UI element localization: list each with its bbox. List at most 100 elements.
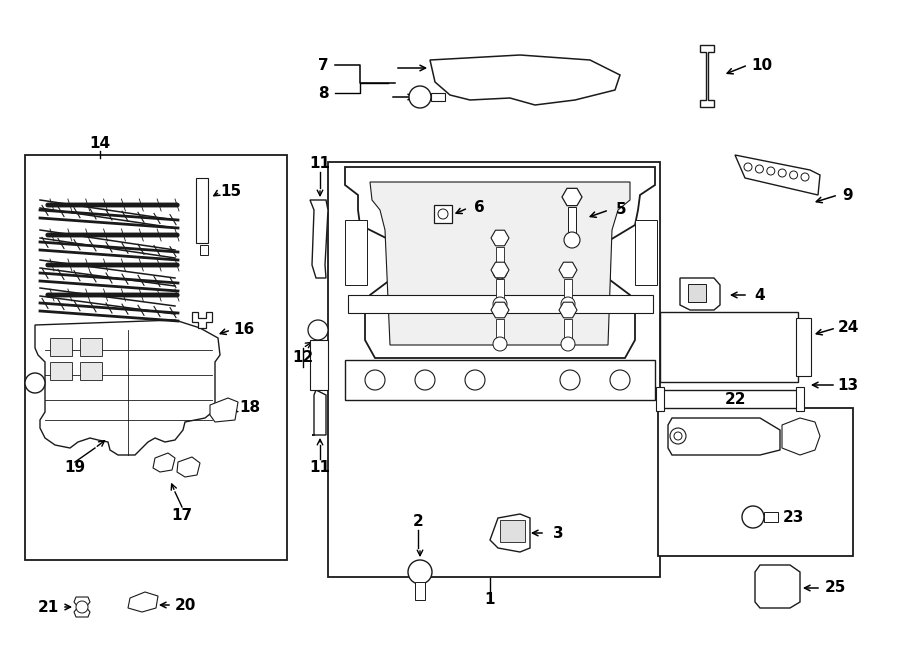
Polygon shape xyxy=(700,45,714,107)
Bar xyxy=(568,207,576,237)
Circle shape xyxy=(744,163,752,171)
Circle shape xyxy=(670,428,686,444)
Polygon shape xyxy=(491,230,509,246)
Bar xyxy=(25,155,287,560)
Circle shape xyxy=(493,265,507,279)
Text: 10: 10 xyxy=(752,58,772,73)
Text: 24: 24 xyxy=(837,320,859,336)
Bar xyxy=(80,362,102,380)
Bar xyxy=(348,295,653,313)
Polygon shape xyxy=(370,182,630,345)
Circle shape xyxy=(560,370,580,390)
Polygon shape xyxy=(128,592,158,612)
Text: 13: 13 xyxy=(837,377,859,393)
Circle shape xyxy=(767,167,775,175)
Circle shape xyxy=(755,165,763,173)
Text: 7: 7 xyxy=(318,58,328,73)
Circle shape xyxy=(465,370,485,390)
Polygon shape xyxy=(559,303,577,318)
Bar xyxy=(635,220,657,285)
Bar xyxy=(688,284,706,302)
Text: 4: 4 xyxy=(755,287,765,303)
Bar xyxy=(431,93,445,101)
Circle shape xyxy=(778,169,787,177)
Circle shape xyxy=(789,171,797,179)
Polygon shape xyxy=(177,457,200,477)
Polygon shape xyxy=(559,262,577,278)
Circle shape xyxy=(409,86,431,108)
Circle shape xyxy=(674,432,682,440)
Bar xyxy=(796,318,811,376)
Circle shape xyxy=(25,373,45,393)
Bar xyxy=(200,245,208,255)
Text: 21: 21 xyxy=(38,600,58,614)
Bar xyxy=(345,220,367,285)
Polygon shape xyxy=(192,312,212,328)
Text: 2: 2 xyxy=(412,514,423,528)
Polygon shape xyxy=(310,200,328,278)
Circle shape xyxy=(742,506,764,528)
Polygon shape xyxy=(735,155,820,195)
Text: 23: 23 xyxy=(782,510,804,524)
Bar xyxy=(196,178,208,243)
Text: 18: 18 xyxy=(239,401,261,416)
Polygon shape xyxy=(210,398,238,422)
Polygon shape xyxy=(562,189,582,206)
Bar xyxy=(50,362,72,380)
Text: 25: 25 xyxy=(824,581,846,596)
Bar xyxy=(50,338,72,356)
Text: 5: 5 xyxy=(616,203,626,218)
Circle shape xyxy=(561,337,575,351)
Circle shape xyxy=(438,209,448,219)
Bar xyxy=(658,408,853,556)
Polygon shape xyxy=(312,390,326,435)
Text: 22: 22 xyxy=(724,391,746,406)
Text: 19: 19 xyxy=(65,461,86,475)
Text: 1: 1 xyxy=(485,592,495,608)
Text: 3: 3 xyxy=(553,526,563,540)
Bar xyxy=(434,205,452,223)
Polygon shape xyxy=(491,262,509,278)
Text: 15: 15 xyxy=(220,185,241,199)
Bar xyxy=(496,319,504,341)
Bar xyxy=(660,312,798,382)
Polygon shape xyxy=(668,418,780,455)
Bar xyxy=(496,279,504,301)
Polygon shape xyxy=(430,55,620,105)
Bar xyxy=(496,247,504,269)
Text: 14: 14 xyxy=(89,136,111,150)
Bar xyxy=(415,582,425,600)
Circle shape xyxy=(308,320,328,340)
Circle shape xyxy=(610,370,630,390)
Circle shape xyxy=(561,297,575,311)
Circle shape xyxy=(408,560,432,584)
Text: 9: 9 xyxy=(842,187,853,203)
Polygon shape xyxy=(490,514,530,552)
Polygon shape xyxy=(153,453,175,472)
Bar xyxy=(328,162,660,577)
Text: 11: 11 xyxy=(310,156,330,171)
Bar xyxy=(796,387,804,411)
Text: 17: 17 xyxy=(171,508,193,522)
Bar xyxy=(656,387,664,411)
Circle shape xyxy=(801,173,809,181)
Polygon shape xyxy=(782,418,820,455)
Text: 16: 16 xyxy=(233,322,255,338)
Bar xyxy=(80,338,102,356)
Bar xyxy=(345,360,655,400)
Circle shape xyxy=(564,232,580,248)
Bar xyxy=(310,340,328,390)
Text: 20: 20 xyxy=(175,598,195,612)
Text: 8: 8 xyxy=(318,85,328,101)
Polygon shape xyxy=(680,278,720,310)
Text: 11: 11 xyxy=(310,459,330,475)
Text: 6: 6 xyxy=(473,201,484,216)
Bar xyxy=(564,319,572,341)
Polygon shape xyxy=(345,167,655,358)
Text: 12: 12 xyxy=(292,350,313,365)
Polygon shape xyxy=(74,597,90,617)
Circle shape xyxy=(493,337,507,351)
Circle shape xyxy=(415,370,435,390)
Polygon shape xyxy=(755,565,800,608)
Circle shape xyxy=(76,601,88,613)
